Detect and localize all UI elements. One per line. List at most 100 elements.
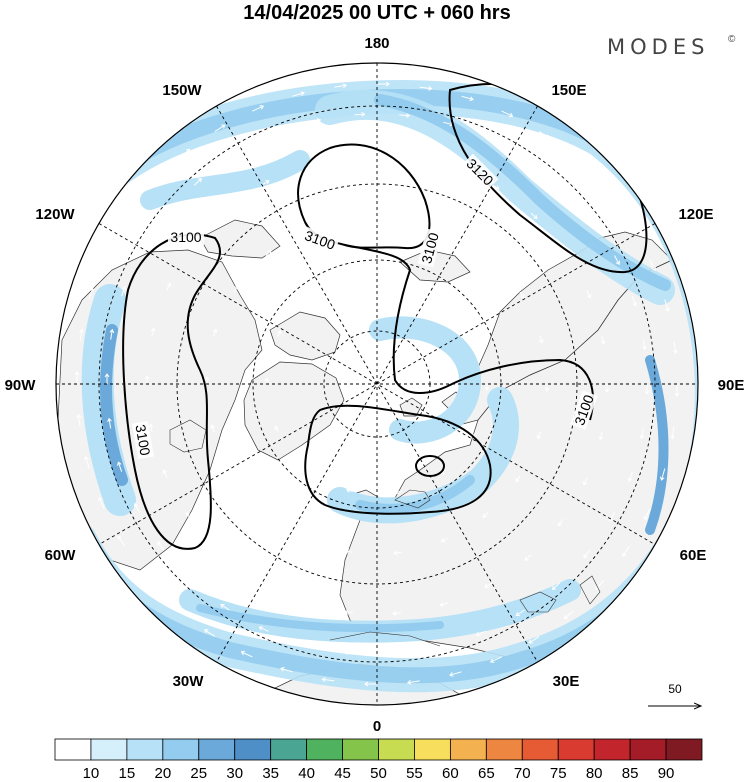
reference-vector: 50 [648,682,701,706]
wind-arrow-icon [489,656,502,663]
wind-arrow-icon [259,507,267,513]
wind-arrow-icon [76,413,82,427]
wind-arrow-icon [157,541,165,551]
wind-arrow-icon [649,259,656,272]
land-greenland [243,361,345,461]
wind-arrow-icon [551,582,561,590]
meridian-120e-60w [98,223,656,545]
brand-mark: © [728,34,736,45]
coastlines [169,419,601,647]
wind-arrow-icon [388,651,400,657]
reference-vector-label: 50 [668,682,682,696]
wind-arrow-icon [300,641,311,647]
wind-arrow-icon [148,423,154,432]
jet-west-core [100,324,128,486]
wind-arrow-icon [98,496,105,509]
wind-arrow-icon [364,681,377,687]
wind-arrow-icon [220,604,230,611]
wind-arrow-icon [628,221,637,233]
wind-arrow-icon [544,384,550,392]
wind-arrow-icon [432,645,444,650]
wind-arrow-icon [622,545,630,558]
lon-label-150e: 150E [551,82,586,99]
lon-label-120w: 120W [35,206,75,223]
wind-arrow-icon [88,287,95,300]
wind-arrow-icon [394,489,402,495]
wind-arrow-icon [193,178,203,186]
wind-arrow-icon [659,468,666,481]
wind-arrow-icon [589,217,597,227]
wind-arrow-icon [536,431,542,440]
wind-arrow-icon [449,671,462,677]
contour-small-low [415,455,445,477]
lon-label-120e: 120E [678,206,713,223]
contour-3100-north [297,143,431,250]
wind-arrow-icon [482,512,489,518]
colorbar-tick-label: 60 [442,765,459,782]
wind-arrow-icon [308,293,314,299]
wind-arrow-icon [117,461,123,472]
wind-arrow-icon [519,291,525,299]
colorbar-tick-label: 15 [119,765,136,782]
lon-label-150w: 150W [162,82,202,99]
wind-arrow-icon [150,327,156,337]
wind-arrow-icon [461,95,474,102]
colorbar-tick-label: 65 [478,765,495,782]
wind-vectors [74,81,680,687]
wind-arrow-icon [103,247,111,260]
wind-arrow-icon [121,286,127,297]
wind-arrow-icon [139,245,146,256]
wind-arrow-icon [258,626,269,632]
wind-arrow-icon [639,428,645,440]
wind-arrow-icon [265,250,272,256]
coast-hudson-bay [169,419,207,453]
lon-label-60e: 60E [680,547,707,564]
colorbar-tick-label: 45 [334,765,351,782]
brand-text: MODES [607,35,709,59]
contour-3100-center [344,244,594,421]
wind-arrow-icon [524,157,534,164]
wind-arrow-icon [268,131,279,138]
wind-arrow-icon [345,488,353,493]
wind-arrow-icon [299,534,307,540]
wind-arrow-icon [240,650,253,658]
colorbar-tick-label: 30 [226,765,243,782]
colorbar-tick-label: 20 [154,765,171,782]
lon-label-60w: 60W [45,547,77,564]
wind-arrow-icon [400,153,410,159]
land-svalbard [399,397,423,417]
colorbar-bin [54,738,92,761]
wind-arrow-icon [419,86,433,91]
wind-arrow-icon [297,598,307,604]
colorbar-tick-label: 25 [190,765,207,782]
colorbar-bin [342,738,379,761]
contour-label-bg [417,228,443,268]
wind-arrow-icon [631,296,637,307]
wind-arrow-icon [216,549,224,556]
wind-arrow-icon [644,384,650,395]
colorbar-bin [414,738,451,761]
coast-baltic [394,489,431,509]
colorbar-bin [665,738,703,761]
wind-arrow-icon [277,330,282,337]
wind-arrow-icon [491,184,500,190]
wind-arrow-icon [166,282,172,291]
wind-arrow-icon [141,570,151,581]
colorbar: 10 15 20 25 30 35 40 45 50 55 60 65 70 75 80 85 90 [54,738,703,782]
lon-label-90w: 90W [5,377,37,394]
wind-arrow-icon [642,339,647,351]
wind-arrow-icon [586,290,592,299]
colorbar-tick-label: 10 [83,765,100,782]
land-siberia [439,231,673,431]
wind-arrow-icon [515,475,521,483]
wind-arrow-icon [345,549,353,555]
wind-arrow-icon [559,185,568,193]
wind-arrow-icon [352,152,362,158]
wind-arrow-icon [203,629,216,637]
wind-arrow-icon [627,471,633,482]
wind-arrow-icon [573,156,584,166]
contour-label-bg [131,420,155,460]
wind-arrow-icon [210,424,216,433]
colorbar-tick-label: 50 [370,765,387,782]
